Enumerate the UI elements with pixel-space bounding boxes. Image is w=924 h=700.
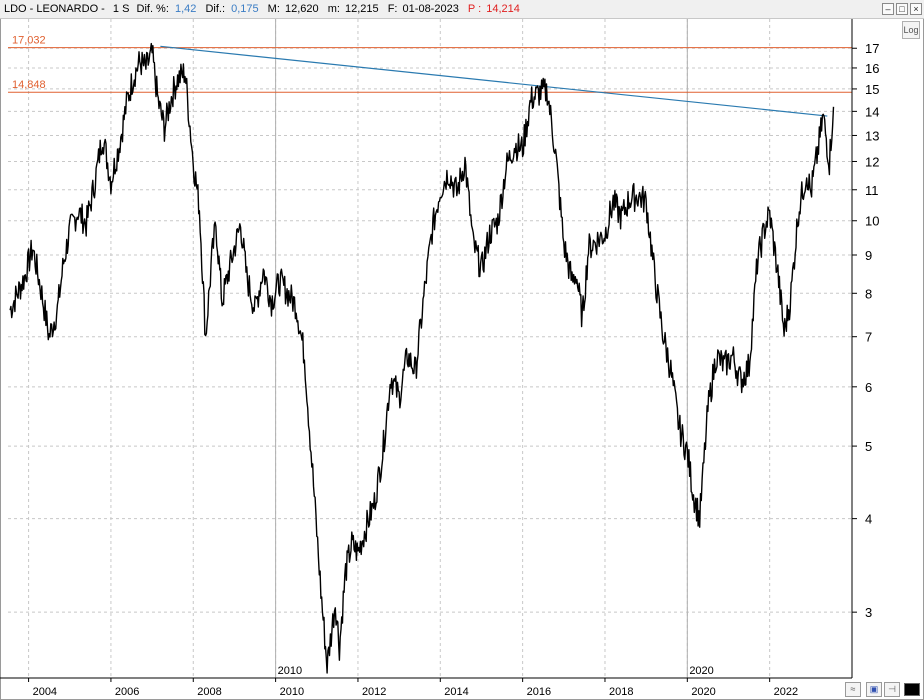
horizontal-lines: 17,032 14,848 [8, 35, 852, 93]
dif-pct-value: 1,42 [174, 3, 197, 15]
y-tick-label: 11 [865, 183, 879, 198]
y-tick-label: 14 [865, 104, 879, 119]
x-tick-label: 2022 [774, 686, 798, 698]
chart-type-icon: ≈ [850, 684, 856, 694]
min-label: m: [327, 3, 340, 15]
pin-icon: ⊣ [888, 684, 896, 694]
dif-value: 0,175 [231, 3, 259, 15]
y-tick-label: 13 [865, 128, 879, 143]
period-label: 1 S [112, 3, 130, 15]
y-tick-label: 5 [865, 439, 872, 454]
price-line [9, 42, 835, 674]
y-tick-label: 16 [865, 61, 879, 76]
chart-type-button[interactable]: ≈ [845, 682, 861, 697]
max-label: M: [267, 3, 280, 15]
x-tick-label: 2010 [280, 686, 304, 698]
dif-pct-label: Dif. %: [136, 3, 169, 15]
y-tick-label: 12 [865, 154, 879, 169]
axes: 3 4 5 6 7 8 9 10 11 12 13 14 15 16 17 2004 2006 2008 2010 2… [0, 19, 879, 698]
major-year-label: 2020 [689, 665, 713, 677]
price-value: 14,214 [486, 3, 520, 15]
log-label: Log [903, 25, 919, 35]
y-tick-label: 3 [865, 605, 872, 620]
maximize-button[interactable]: □ [896, 3, 908, 15]
y-tick-label: 4 [865, 512, 872, 527]
min-value: 12,215 [344, 3, 379, 15]
save-button[interactable]: ▣ [866, 682, 882, 697]
y-tick-label: 9 [865, 248, 872, 263]
trendline [160, 45, 828, 117]
resistance-label: 14,848 [12, 79, 46, 91]
date-label: F: [387, 3, 398, 15]
price-label: P : [467, 3, 482, 15]
y-tick-label: 10 [865, 214, 879, 229]
pin-button[interactable]: ⊣ [884, 682, 900, 697]
x-tick-label: 2006 [115, 686, 139, 698]
close-button[interactable]: × [910, 3, 922, 15]
color-swatch[interactable] [904, 683, 920, 696]
x-tick-label: 2004 [33, 686, 57, 698]
save-icon: ▣ [869, 684, 879, 694]
x-tick-label: 2020 [691, 686, 715, 698]
symbol-label: LDO - LEONARDO - [4, 3, 105, 15]
y-tick-label: 8 [865, 286, 872, 301]
x-tick-label: 2018 [609, 686, 633, 698]
x-tick-label: 2012 [362, 686, 386, 698]
log-scale-toggle[interactable]: Log [902, 21, 920, 39]
date-value: 01-08-2023 [402, 3, 459, 15]
chart-header: LDO - LEONARDO - 1 S Dif. %: 1,42 Dif.: … [0, 0, 924, 19]
major-year-label: 2010 [278, 665, 302, 677]
resistance-label: 17,032 [12, 35, 46, 47]
minimize-button[interactable]: – [882, 3, 894, 15]
y-tick-label: 6 [865, 380, 872, 395]
minimize-icon: – [885, 4, 891, 14]
y-tick-label: 7 [865, 330, 872, 345]
max-value: 12,620 [284, 3, 319, 15]
y-tick-label: 17 [865, 41, 879, 56]
maximize-icon: □ [899, 4, 905, 14]
y-tick-label: 15 [865, 82, 879, 97]
x-tick-label: 2008 [197, 686, 221, 698]
grid [8, 19, 852, 678]
close-icon: × [913, 4, 919, 14]
trendline-layer [160, 45, 828, 117]
dif-label: Dif.: [205, 3, 226, 15]
x-tick-label: 2014 [444, 686, 468, 698]
x-tick-label: 2016 [527, 686, 551, 698]
series-layer [9, 42, 835, 674]
